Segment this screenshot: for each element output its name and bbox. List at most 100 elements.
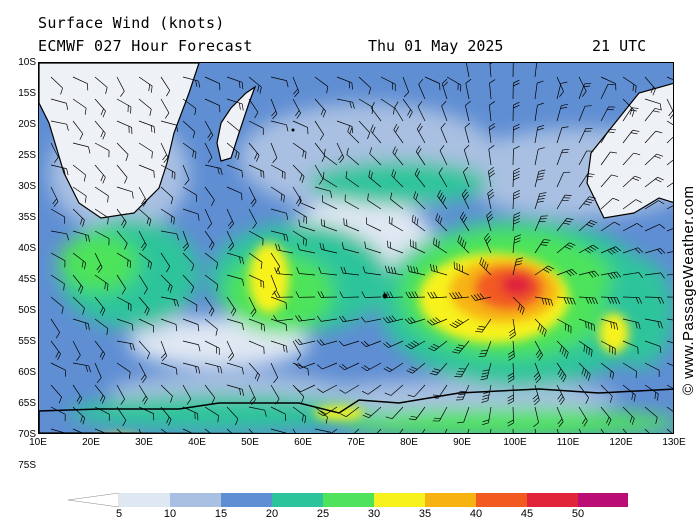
wind-barb — [182, 384, 192, 405]
wind-barb — [507, 406, 514, 427]
wind-barb — [160, 406, 172, 426]
wind-barb — [50, 296, 64, 314]
wind-barb — [578, 270, 600, 278]
wind-barb — [460, 211, 470, 232]
wind-barb — [94, 428, 110, 433]
wind-barb — [116, 252, 131, 269]
wind-barb — [600, 406, 612, 426]
longitude-label: 80E — [400, 437, 418, 448]
wind-barb — [338, 315, 360, 323]
legend-swatch — [323, 493, 374, 507]
wind-barb — [512, 212, 521, 232]
wind-barb — [578, 150, 594, 166]
wind-barb — [488, 145, 495, 166]
wind-barb — [294, 362, 316, 369]
wind-barb — [50, 428, 67, 433]
wind-barb — [138, 164, 155, 178]
wind-barb — [358, 76, 372, 95]
wind-barb — [94, 362, 102, 384]
latitude-label: 60S — [18, 367, 36, 378]
wind-map — [38, 62, 674, 434]
legend-swatch — [170, 493, 221, 507]
wind-barb — [556, 296, 576, 305]
wind-barb — [323, 148, 338, 166]
wind-barb — [666, 318, 673, 322]
wind-barb — [384, 265, 404, 276]
wind-barb — [534, 102, 544, 122]
wind-barb — [449, 318, 470, 329]
wind-barb — [666, 154, 673, 166]
wind-barb — [512, 167, 520, 188]
wind-barb — [270, 296, 288, 310]
wind-barb — [489, 63, 496, 78]
wind-barb — [435, 213, 448, 232]
wind-barb — [339, 384, 360, 394]
wind-barb — [204, 142, 213, 163]
wind-barb — [248, 274, 265, 289]
wind-barb — [94, 406, 110, 421]
wind-barb — [204, 274, 219, 292]
wind-barb — [338, 340, 360, 347]
legend-tick-label: 5 — [115, 508, 123, 520]
wind-barb — [138, 120, 156, 134]
wind-barb — [622, 199, 643, 210]
wind-barb — [578, 220, 598, 232]
legend-swatch — [119, 493, 170, 507]
wind-barb — [578, 196, 596, 210]
wind-barb — [314, 406, 328, 424]
wind-barb — [452, 340, 470, 354]
wind-barb — [116, 230, 128, 250]
wind-barb — [534, 239, 551, 254]
wind-barb — [317, 291, 338, 298]
wind-barb — [72, 230, 90, 243]
wind-barb — [270, 406, 286, 421]
wind-barb — [50, 406, 66, 422]
longitude-label: 60E — [294, 437, 312, 448]
wind-barb — [578, 406, 588, 427]
wind-barb — [534, 215, 548, 232]
longitude-label: 30E — [135, 437, 153, 448]
wind-barb — [622, 362, 637, 379]
wind-barb — [344, 194, 360, 210]
wind-barb — [666, 296, 673, 298]
wind-barb — [182, 296, 198, 312]
wind-barb — [226, 318, 244, 331]
wind-barb — [600, 151, 618, 166]
longitude-label: 20E — [82, 437, 100, 448]
wind-barb — [556, 194, 572, 210]
wind-barb — [345, 171, 360, 188]
wind-barb — [270, 164, 286, 180]
wind-barb — [182, 252, 195, 272]
wind-barb — [622, 175, 642, 188]
wind-barb — [402, 76, 410, 98]
wind-barb — [457, 235, 470, 254]
wind-barb — [248, 98, 259, 119]
wind-barb — [556, 428, 563, 433]
latitude-label: 30S — [18, 181, 36, 192]
wind-barb — [226, 230, 235, 251]
wind-barb — [512, 189, 521, 210]
wind-barb — [432, 406, 448, 422]
wind-barb — [296, 267, 316, 276]
wind-barb — [116, 120, 133, 135]
wind-barb — [116, 296, 132, 312]
wind-barb — [454, 362, 470, 378]
wind-barb — [578, 173, 595, 188]
wind-barb — [138, 208, 152, 227]
wind-barb — [556, 218, 574, 232]
wind-barb — [182, 230, 189, 252]
wind-barb — [622, 340, 639, 354]
longitude-label: 50E — [241, 437, 259, 448]
wind-barb — [160, 362, 178, 375]
wind-barb — [138, 230, 147, 251]
wind-barb — [182, 428, 198, 433]
wind-barb — [463, 144, 470, 166]
wind-barb — [481, 384, 492, 403]
wind-barb — [138, 362, 147, 383]
wind-barb — [407, 384, 426, 398]
wind-barb — [622, 98, 635, 117]
wind-barb — [72, 340, 81, 361]
wind-barb — [275, 243, 294, 254]
wind-barb — [160, 76, 171, 97]
legend-swatch — [578, 493, 628, 507]
